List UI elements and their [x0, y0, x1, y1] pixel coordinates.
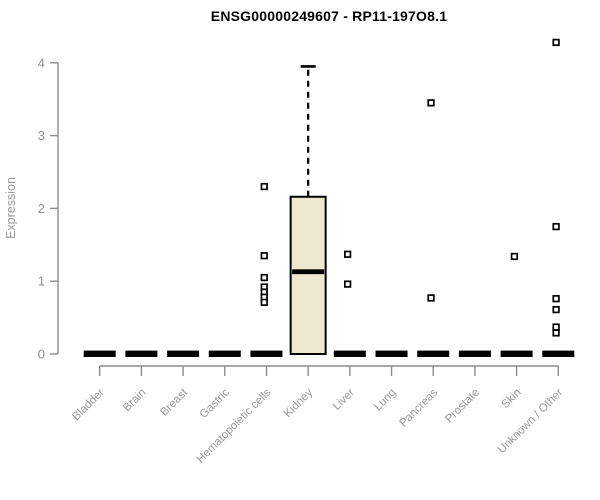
- outlier-point: [260, 273, 268, 282]
- chart-title: ENSG00000249607 - RP11-197O8.1: [211, 8, 447, 24]
- outlier-point: [427, 99, 435, 107]
- y-tick-label: 0: [38, 347, 45, 362]
- plot-area: 0 1 2 3 4 Bladder Brain Breast GastricHematopoie…: [38, 38, 575, 466]
- x-category-label: Skin: [499, 387, 523, 411]
- x-category-label: Liver: [331, 387, 357, 413]
- x-category-label: Breast: [158, 386, 191, 419]
- x-category-label: Lung: [372, 387, 399, 414]
- outlier-point: [260, 252, 268, 260]
- outlier-point: [552, 222, 560, 231]
- y-tick-label: 3: [38, 128, 45, 143]
- outlier-point: [552, 305, 560, 314]
- x-category-label: Brain: [121, 387, 148, 414]
- zero-bar: [167, 350, 200, 357]
- outlier-point: [343, 280, 352, 288]
- x-category-label: Prostate: [443, 387, 482, 426]
- outlier-point: [260, 298, 268, 306]
- zero-bar: [542, 350, 575, 357]
- outlier-point: [260, 182, 268, 191]
- x-category-label: Pancreas: [397, 386, 440, 429]
- outlier-point: [552, 323, 560, 331]
- x-category-label: Bladder: [70, 387, 107, 424]
- zero-bar: [208, 350, 241, 357]
- outlier-point: [552, 38, 560, 47]
- outlier-point: [552, 329, 560, 337]
- zero-bar: [250, 350, 283, 357]
- x-category-label: Kidney: [282, 386, 316, 420]
- zero-bar: [375, 350, 408, 357]
- zero-bar: [458, 350, 491, 357]
- zero-bar: [125, 350, 158, 357]
- zero-bar: [83, 350, 116, 357]
- y-tick-label: 1: [38, 274, 45, 289]
- y-tick-label: 4: [38, 55, 45, 70]
- median-line: [292, 269, 325, 275]
- zero-bar: [417, 350, 450, 357]
- outlier-point: [552, 295, 560, 303]
- outlier-point: [510, 252, 519, 261]
- y-tick-label: 2: [38, 201, 45, 216]
- zero-bar: [333, 350, 366, 357]
- zero-bar: [500, 350, 533, 357]
- y-axis-label: Expression: [4, 177, 18, 239]
- x-category-label: Hematopoietic cells: [195, 386, 274, 465]
- box-kidney: [289, 195, 327, 355]
- outlier-point: [427, 294, 435, 302]
- outlier-point: [343, 250, 352, 258]
- x-category-label: Gastric: [198, 386, 232, 420]
